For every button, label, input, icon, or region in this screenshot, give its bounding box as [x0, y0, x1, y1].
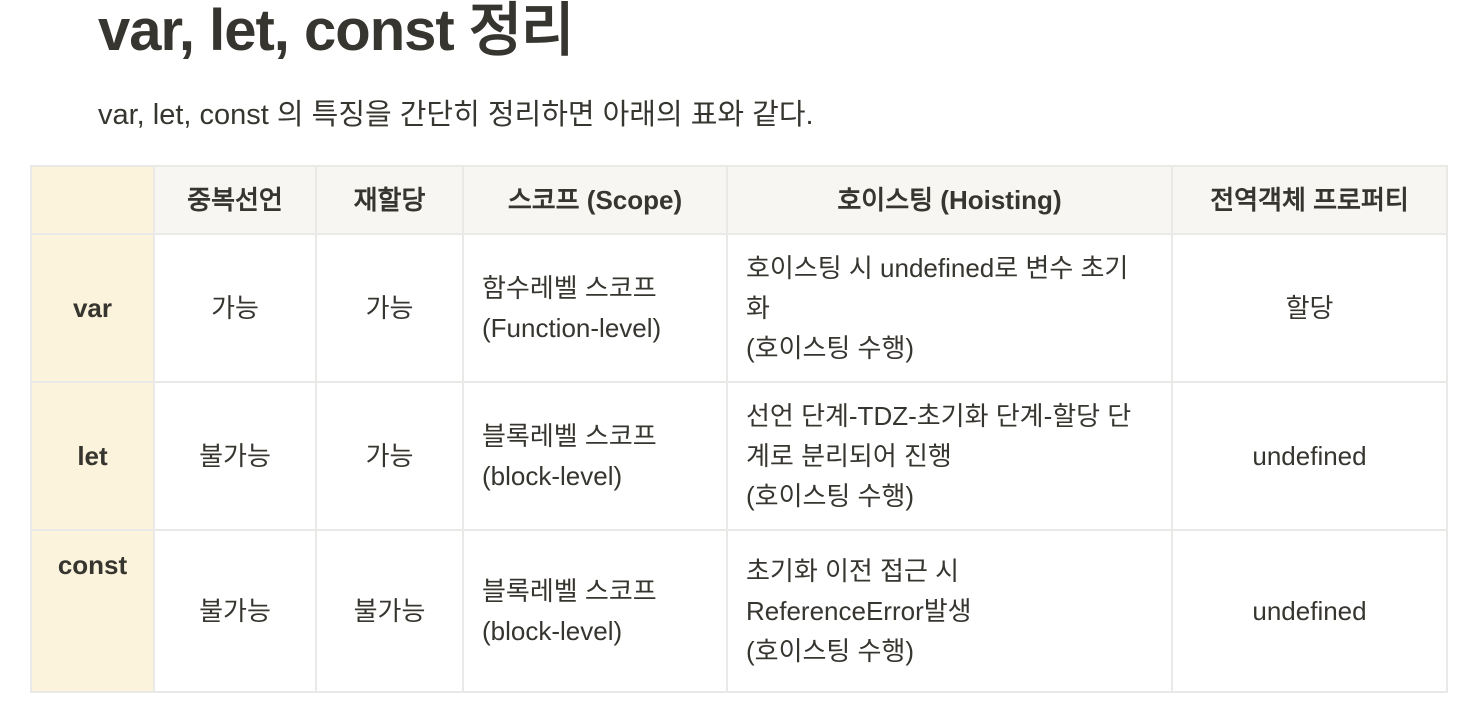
header-corner-cell	[30, 165, 155, 235]
row-name-let: let	[30, 381, 155, 531]
comparison-table: 중복선언 재할당 스코프 (Scope) 호이스팅 (Hoisting) 전역객…	[30, 165, 1448, 693]
table-row-var: var 가능 가능 함수레벨 스코프 (Function-level) 호이스팅…	[30, 233, 1448, 383]
intro-paragraph: var, let, const 의 특징을 간단히 정리하면 아래의 표와 같다…	[98, 99, 814, 131]
hoisting-line: 화	[746, 293, 770, 323]
redeclare-cell: 가능	[153, 233, 317, 383]
scope-cell: 블록레벨 스코프 (block-level)	[462, 529, 728, 693]
scope-line: 블록레벨 스코프	[482, 576, 657, 606]
hoisting-line: 호이스팅 시 undefined로 변수 초기	[746, 253, 1129, 283]
row-name-var: var	[30, 233, 155, 383]
hoisting-cell: 초기화 이전 접근 시 ReferenceError발생 (호이스팅 수행)	[726, 529, 1173, 693]
hoisting-line: (호이스팅 수행)	[746, 636, 915, 666]
global-property-cell: undefined	[1171, 381, 1448, 531]
row-name-const: const	[30, 529, 155, 693]
table-row-let: let 불가능 가능 블록레벨 스코프 (block-level) 선언 단계-…	[30, 381, 1448, 531]
scope-cell: 함수레벨 스코프 (Function-level)	[462, 233, 728, 383]
reassign-cell: 가능	[315, 233, 464, 383]
hoisting-line: 초기화 이전 접근 시	[746, 556, 960, 586]
scope-line: (block-level)	[482, 461, 623, 491]
table-header-row: 중복선언 재할당 스코프 (Scope) 호이스팅 (Hoisting) 전역객…	[30, 165, 1448, 235]
header-reassign: 재할당	[315, 165, 464, 235]
hoisting-line: (호이스팅 수행)	[746, 333, 915, 363]
scope-cell: 블록레벨 스코프 (block-level)	[462, 381, 728, 531]
header-global-property: 전역객체 프로퍼티	[1171, 165, 1448, 235]
hoisting-line: 선언 단계-TDZ-초기화 단계-할당 단	[746, 401, 1132, 431]
hoisting-line: (호이스팅 수행)	[746, 481, 915, 511]
table-row-const: const 불가능 불가능 블록레벨 스코프 (block-level) 초기화…	[30, 529, 1448, 693]
global-property-cell: 할당	[1171, 233, 1448, 383]
reassign-cell: 불가능	[315, 529, 464, 693]
hoisting-cell: 선언 단계-TDZ-초기화 단계-할당 단 계로 분리되어 진행 (호이스팅 수…	[726, 381, 1173, 531]
header-hoisting: 호이스팅 (Hoisting)	[726, 165, 1173, 235]
hoisting-line: ReferenceError발생	[746, 596, 972, 626]
redeclare-cell: 불가능	[153, 529, 317, 693]
scope-line: (Function-level)	[482, 313, 662, 343]
scope-line: 함수레벨 스코프	[482, 273, 657, 303]
hoisting-line: 계로 분리되어 진행	[746, 441, 952, 471]
header-scope: 스코프 (Scope)	[462, 165, 728, 235]
scope-line: 블록레벨 스코프	[482, 421, 657, 451]
global-property-cell: undefined	[1171, 529, 1448, 693]
scope-line: (block-level)	[482, 616, 623, 646]
hoisting-cell: 호이스팅 시 undefined로 변수 초기 화 (호이스팅 수행)	[726, 233, 1173, 383]
header-redeclare: 중복선언	[153, 165, 317, 235]
page-title: var, let, const 정리	[98, 0, 575, 63]
redeclare-cell: 불가능	[153, 381, 317, 531]
reassign-cell: 가능	[315, 381, 464, 531]
